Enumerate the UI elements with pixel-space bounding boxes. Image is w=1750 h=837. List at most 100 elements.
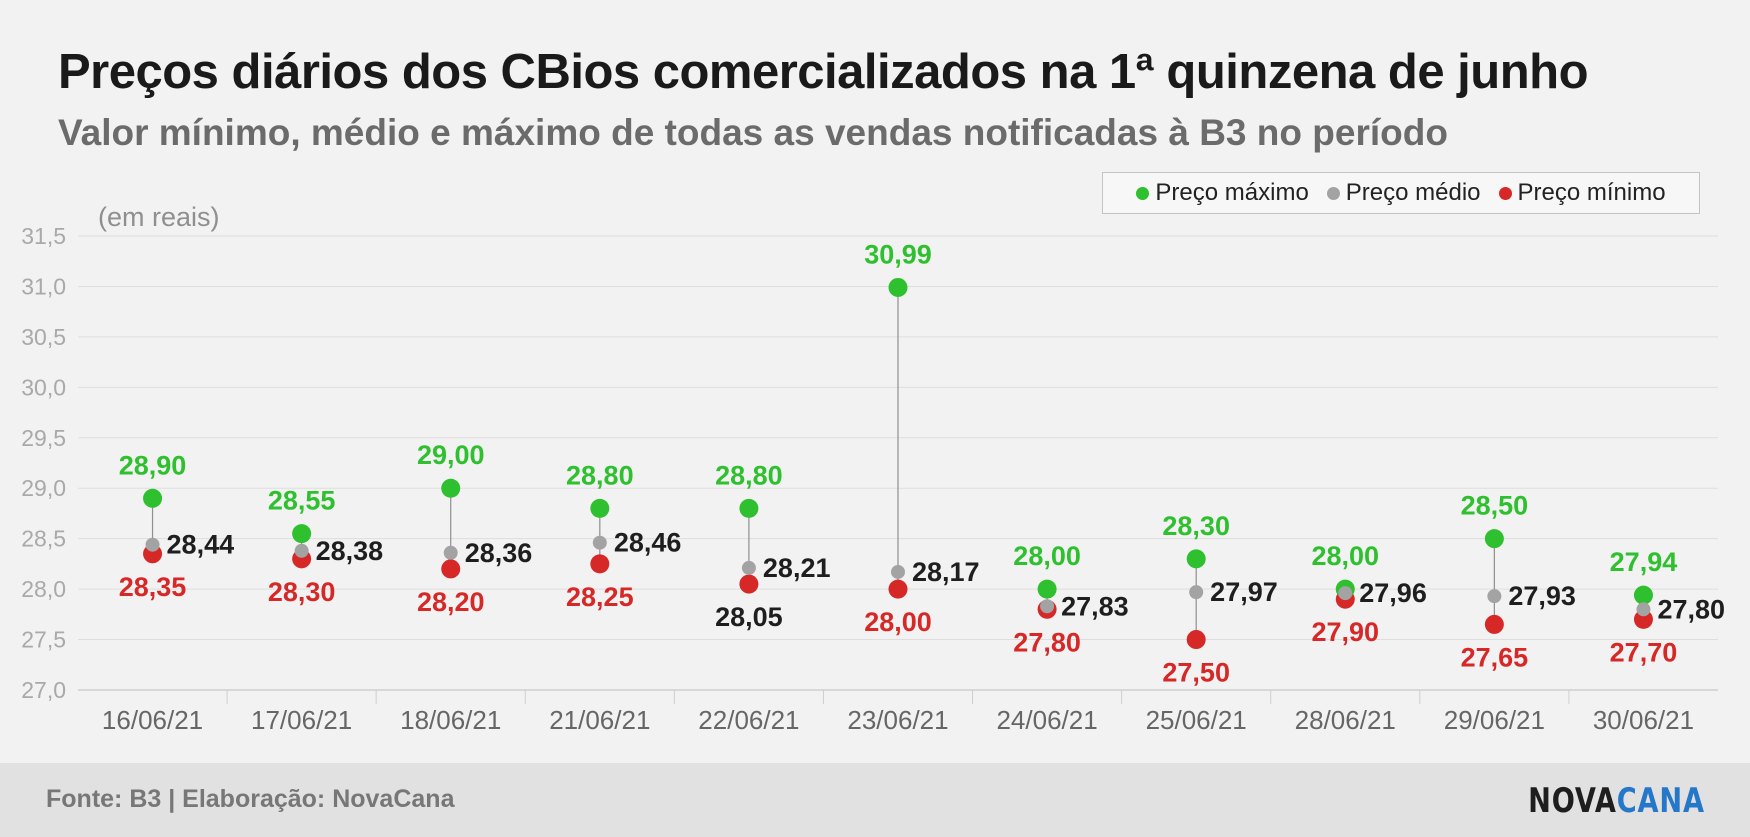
avg-price-label: 28,38 [316, 536, 384, 566]
avg-price-point [1040, 599, 1055, 614]
min-price-label: 27,70 [1610, 637, 1678, 667]
max-price-label: 29,00 [417, 440, 485, 470]
max-price-point [1037, 579, 1057, 599]
min-price-label: 28,00 [864, 607, 932, 637]
max-price-label: 28,80 [715, 460, 783, 490]
x-tick-label: 22/06/21 [698, 705, 799, 735]
y-unit-label: (em reais) [98, 202, 220, 232]
min-price-point [1633, 609, 1653, 629]
chart-legend: Preço máximo Preço médio Preço mínimo [1102, 172, 1700, 214]
max-price-point [1186, 549, 1206, 569]
y-tick-label: 30,0 [21, 374, 66, 400]
max-price-label: 28,00 [1311, 541, 1379, 571]
min-price-label: 27,50 [1162, 658, 1230, 688]
x-tick-label: 17/06/21 [251, 705, 352, 735]
x-tick-label: 23/06/21 [847, 705, 948, 735]
x-tick-label: 24/06/21 [996, 705, 1097, 735]
chart-canvas: 27,0 27,5 28,0 28,5 29,0 29,5 30,0 30,5 31,0 31,5… [21, 202, 1725, 735]
min-price-label: 28,35 [119, 572, 187, 602]
min-price-point [1186, 630, 1206, 650]
avg-price-label: 27,93 [1508, 581, 1576, 611]
max-price-point [1633, 585, 1653, 605]
chart-title: Preços diários dos CBios comercializados… [58, 45, 1589, 99]
y-tick-label: 31,0 [21, 273, 66, 299]
min-price-point [441, 559, 461, 579]
min-price-label: 28,30 [268, 577, 336, 607]
avg-price-label: 27,96 [1359, 578, 1427, 608]
min-price-label: 27,65 [1461, 642, 1529, 672]
legend-item-min: Preço mínimo [1498, 179, 1666, 207]
x-tick-label: 21/06/21 [549, 705, 650, 735]
y-tick-label: 28,0 [21, 576, 66, 602]
max-price-label: 28,55 [268, 486, 336, 516]
min-price-point [590, 554, 610, 574]
max-price-label: 30,99 [864, 239, 932, 269]
source-note: Fonte: B3 | Elaboração: NovaCana [46, 785, 455, 813]
avg-price-point [1636, 602, 1651, 617]
legend-item-avg: Preço médio [1326, 179, 1481, 207]
x-tick-label: 29/06/21 [1444, 705, 1545, 735]
min-price-label: 28,25 [566, 582, 634, 612]
logo-part-nova: NOVA [1528, 781, 1617, 821]
avg-price-label: 28,44 [167, 530, 235, 560]
y-tick-label: 30,5 [21, 324, 66, 350]
avg-price-point [1338, 586, 1353, 601]
legend-max-marker [1136, 186, 1150, 200]
x-tick-label: 16/06/21 [102, 705, 203, 735]
footer-bar: Fonte: B3 | Elaboração: NovaCana NOVACAN… [0, 763, 1750, 837]
avg-price-label: 27,97 [1210, 577, 1278, 607]
avg-price-label: 28,46 [614, 528, 682, 558]
avg-price-point [443, 545, 458, 560]
novacana-logo: NOVACANA [1528, 781, 1705, 821]
avg-price-point [891, 564, 905, 579]
max-price-point [292, 524, 312, 544]
max-price-label: 28,00 [1013, 541, 1081, 571]
y-tick-label: 27,0 [21, 677, 66, 703]
avg-price-label: 28,36 [465, 538, 533, 568]
legend-item-max: Preço máximo [1136, 179, 1309, 207]
x-tick-label: 25/06/21 [1146, 705, 1247, 735]
avg-price-label: 27,83 [1061, 591, 1129, 621]
legend-max-label: Preço máximo [1155, 179, 1309, 206]
avg-price-point [1189, 585, 1204, 600]
min-price-label: 28,05 [715, 602, 783, 632]
y-tick-label: 29,5 [21, 425, 66, 451]
max-price-point [441, 478, 461, 498]
min-price-label: 28,20 [417, 587, 485, 617]
min-price-point [888, 579, 908, 599]
max-price-point [590, 498, 610, 518]
y-tick-label: 28,5 [21, 526, 66, 552]
x-tick-label: 18/06/21 [400, 705, 501, 735]
avg-price-point [294, 543, 309, 558]
avg-price-point [145, 537, 160, 552]
legend-min-marker [1498, 186, 1512, 200]
max-price-label: 28,50 [1461, 491, 1529, 521]
avg-price-label: 27,80 [1657, 594, 1725, 624]
min-price-point [1484, 614, 1504, 634]
x-tick-label: 28/06/21 [1295, 705, 1396, 735]
min-price-label: 27,90 [1311, 617, 1379, 647]
max-price-point [1484, 529, 1504, 549]
max-price-label: 27,94 [1610, 547, 1678, 577]
chart-subtitle: Valor mínimo, médio e máximo de todas as… [58, 112, 1448, 153]
max-price-label: 28,80 [566, 460, 634, 490]
y-tick-label: 29,0 [21, 475, 66, 501]
avg-price-label: 28,21 [763, 553, 831, 583]
max-price-point [143, 488, 163, 508]
max-price-point [888, 277, 908, 297]
max-price-label: 28,30 [1162, 511, 1230, 541]
y-tick-label: 31,5 [21, 223, 66, 249]
legend-min-label: Preço mínimo [1517, 179, 1666, 206]
x-tick-label: 30/06/21 [1593, 705, 1694, 735]
avg-price-point [1487, 589, 1502, 604]
max-price-point [739, 498, 759, 518]
legend-avg-label: Preço médio [1345, 179, 1481, 206]
min-price-point [739, 574, 759, 594]
min-price-label: 27,80 [1013, 627, 1081, 657]
avg-price-label: 28,17 [912, 557, 980, 587]
avg-price-point [741, 560, 756, 575]
max-price-label: 28,90 [119, 450, 187, 480]
avg-price-point [592, 535, 607, 550]
legend-avg-marker [1326, 186, 1340, 200]
y-tick-label: 27,5 [21, 627, 66, 653]
